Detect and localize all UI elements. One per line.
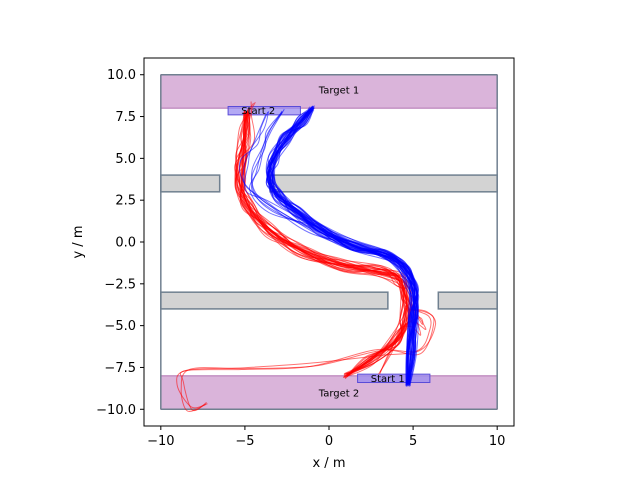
y-tick-label: −2.5 [104,277,136,292]
x-tick-label: −5 [235,434,254,449]
start-region-4 [357,373,431,384]
red-trajectory [235,110,410,379]
start-region-3 [227,106,301,116]
x-tick-label: 5 [409,434,417,449]
x-tick-label: 0 [325,434,333,449]
y-axis-label: y / m [71,225,86,258]
obstacle-4 [437,291,498,310]
start-label: Start 1 [371,374,405,385]
y-tick-label: 0.0 [115,236,136,251]
y-tick-label: −7.5 [104,361,136,376]
y-tick-label: −10.0 [96,403,136,418]
walls-layer [160,73,498,411]
y-tick-label: −5.0 [104,319,136,334]
y-tick-label: 2.5 [115,194,136,209]
trajectory-layer [176,101,437,412]
x-axis-label: x / m [312,456,345,471]
blue-trajectory [267,109,416,386]
blue-trajectory [271,107,418,386]
red-trajectory [234,110,407,375]
regions-layer [160,74,498,410]
target-label: Target 2 [318,388,359,399]
x-tick-label: 10 [489,434,506,449]
target-region-1 [160,74,498,109]
y-tick-label: 5.0 [115,152,136,167]
obstacle-3 [160,291,389,310]
obstacle-2 [269,174,498,193]
blue-trajectory [271,107,419,386]
target-region-2 [160,375,498,410]
blue-trajectory [251,111,418,386]
red-trajectory [236,111,408,377]
ticks-layer: −10 −5 0 5 10 −10.0 −7.5 −5.0 −2.5 0.0 2.5 5.0 7.5 10… [96,68,505,449]
target-label: Target 1 [318,86,359,97]
y-tick-label: 10.0 [107,68,136,83]
x-tick-label: −10 [147,434,174,449]
obstacle-1 [160,174,221,193]
blue-trajectory [269,108,419,387]
start-label: Start 2 [241,106,275,117]
red-trajectory [180,309,435,412]
y-tick-label: 7.5 [115,110,136,125]
region-labels-layer: Target 1 Target 2 Start 2 Start 1 [241,86,404,400]
red-trajectory [176,308,437,409]
